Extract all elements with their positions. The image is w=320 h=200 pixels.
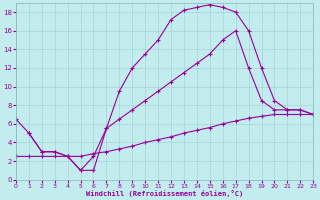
X-axis label: Windchill (Refroidissement éolien,°C): Windchill (Refroidissement éolien,°C) bbox=[86, 190, 243, 197]
